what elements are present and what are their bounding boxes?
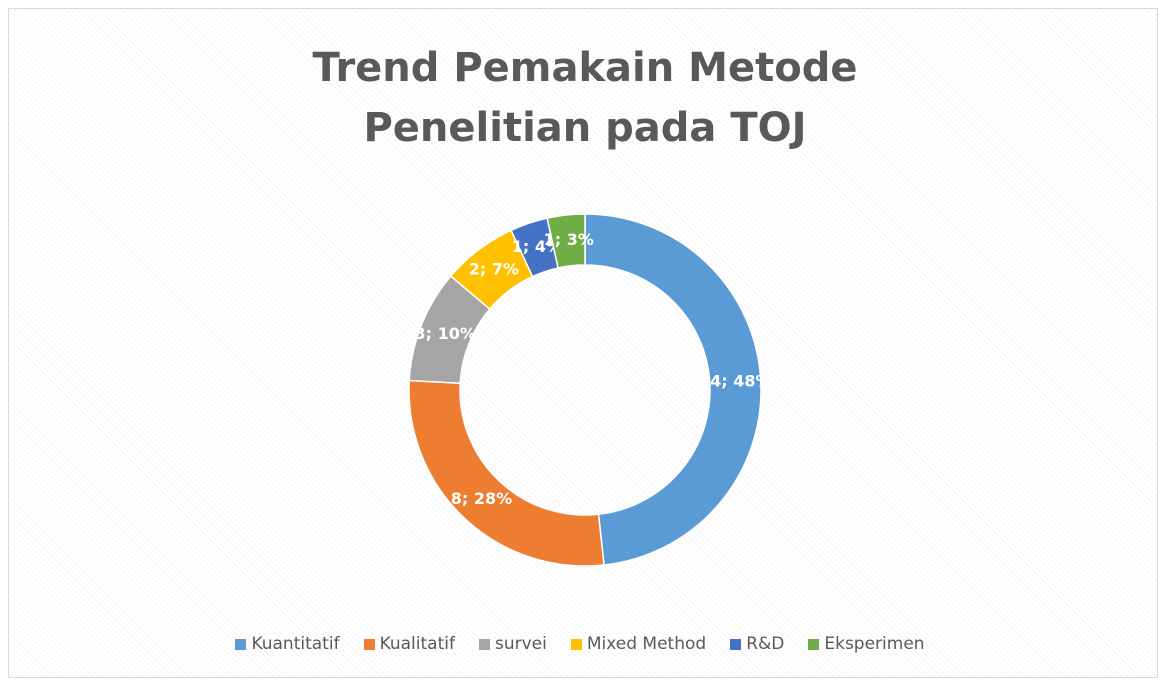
legend-item: R&D — [730, 634, 784, 654]
chart-title: Trend Pemakain Metode Penelitian pada TO… — [312, 45, 858, 151]
legend-swatch — [730, 638, 742, 650]
legend-label: R&D — [746, 634, 785, 654]
legend-label: Kuantitatif — [251, 634, 340, 654]
legend-swatch — [570, 638, 582, 650]
data-label: 1; 3% — [544, 230, 594, 249]
legend-item: Kualitatif — [363, 634, 455, 654]
legend-swatch — [808, 638, 820, 650]
legend-item: Kuantitatif — [235, 634, 340, 654]
data-label: 14; 48% — [699, 371, 772, 390]
legend-item: Eksperimen — [808, 634, 925, 654]
legend-label: survei — [494, 634, 547, 654]
slice — [584, 213, 762, 566]
data-label: 2; 7% — [469, 260, 519, 279]
slice — [546, 213, 586, 269]
legend-item: Mixed Method — [570, 634, 707, 654]
legend-label: Eksperimen — [824, 634, 925, 654]
legend-label: Kualitatif — [379, 634, 455, 654]
legend-item: survei — [478, 634, 547, 654]
legend-label: Mixed Method — [586, 634, 707, 654]
data-label: 3; 10% — [414, 324, 475, 343]
legend-swatch — [235, 638, 247, 650]
data-label: 1; 4% — [512, 237, 562, 256]
legend: Kuantitatif Kualitatif survei Mixed Method R… — [0, 634, 1160, 654]
legend-swatch — [363, 638, 375, 650]
data-label: 8; 28% — [451, 489, 512, 508]
legend-swatch — [478, 638, 490, 650]
slice — [408, 379, 605, 567]
